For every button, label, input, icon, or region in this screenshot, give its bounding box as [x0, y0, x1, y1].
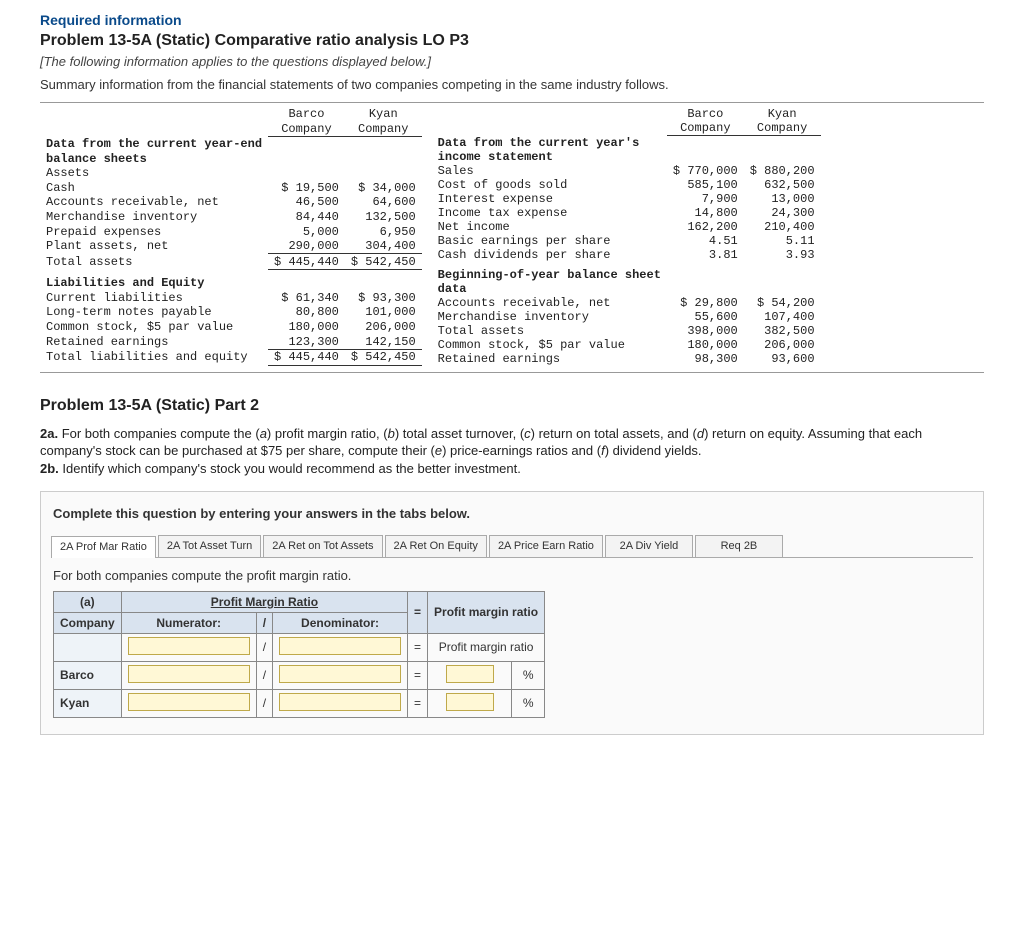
- balance-sheet-table: BarcoKyan CompanyCompany Data from the c…: [40, 107, 422, 366]
- input-kyan-res[interactable]: [446, 693, 494, 711]
- tab-prof-mar-ratio[interactable]: 2A Prof Mar Ratio: [51, 536, 156, 558]
- tab-prompt: For both companies compute the profit ma…: [53, 568, 971, 583]
- part2-title: Problem 13-5A (Static) Part 2: [40, 397, 984, 415]
- answer-panel: Complete this question by entering your …: [40, 491, 984, 735]
- answer-instruction: Complete this question by entering your …: [41, 492, 983, 535]
- tab-tot-asset-turn[interactable]: 2A Tot Asset Turn: [158, 535, 261, 557]
- tab-div-yield[interactable]: 2A Div Yield: [605, 535, 693, 557]
- input-barco-den[interactable]: [279, 665, 401, 683]
- ratio-row-kyan: Kyan / = %: [54, 689, 545, 717]
- hdr-denominator: Denominator:: [273, 612, 408, 633]
- input-kyan-num[interactable]: [128, 693, 250, 711]
- tabs-row: 2A Prof Mar Ratio 2A Tot Asset Turn 2A R…: [51, 535, 973, 558]
- tab-price-earn[interactable]: 2A Price Earn Ratio: [489, 535, 603, 557]
- hdr-eq: =: [408, 591, 428, 633]
- summary-line: Summary information from the financial s…: [40, 77, 984, 92]
- input-barco-num[interactable]: [128, 665, 250, 683]
- ratio-row-blank: / = Profit margin ratio: [54, 633, 545, 661]
- italic-note: [The following information applies to th…: [40, 54, 984, 69]
- hdr-company: Company: [54, 612, 122, 633]
- ratio-table: (a) Profit Margin Ratio = Profit margin …: [53, 591, 545, 718]
- hdr-result: Profit margin ratio: [428, 591, 545, 633]
- question-2b: 2b. Identify which company's stock you w…: [40, 460, 984, 478]
- tab-ret-tot-assets[interactable]: 2A Ret on Tot Assets: [263, 535, 382, 557]
- hdr-numerator: Numerator:: [121, 612, 256, 633]
- tab-ret-on-equity[interactable]: 2A Ret On Equity: [385, 535, 487, 557]
- income-statement-table: BarcoKyan CompanyCompany Data from the c…: [432, 107, 821, 366]
- financial-data-block: BarcoKyan CompanyCompany Data from the c…: [40, 102, 984, 373]
- hdr-a: (a): [54, 591, 122, 612]
- input-barco-res[interactable]: [446, 665, 494, 683]
- input-blank-den[interactable]: [279, 637, 401, 655]
- tab-req-2b[interactable]: Req 2B: [695, 535, 783, 557]
- hdr-pmr: Profit Margin Ratio: [121, 591, 407, 612]
- tab-content: For both companies compute the profit ma…: [41, 558, 983, 734]
- required-heading: Required information: [40, 12, 984, 28]
- input-blank-num[interactable]: [128, 637, 250, 655]
- question-2a: 2a. For both companies compute the (a) p…: [40, 425, 984, 460]
- hdr-slash: /: [256, 612, 272, 633]
- problem-title: Problem 13-5A (Static) Comparative ratio…: [40, 32, 984, 50]
- ratio-row-barco: Barco / = %: [54, 661, 545, 689]
- input-kyan-den[interactable]: [279, 693, 401, 711]
